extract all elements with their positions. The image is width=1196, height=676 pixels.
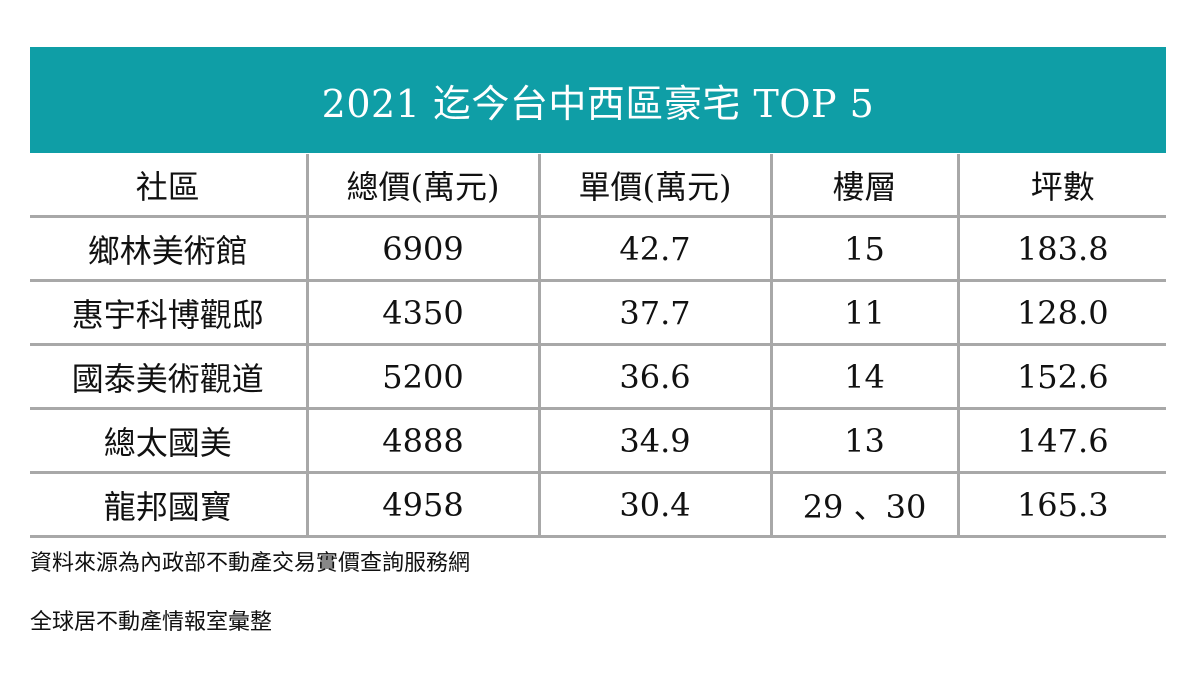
source-note: 資料來源為內政部不動產交易實價查詢服務網	[30, 551, 471, 576]
cell-unit-price: 37.7	[539, 280, 773, 346]
cell-total-price: 5200	[307, 344, 541, 410]
column-header-unit-price: 單價(萬元)	[539, 154, 773, 218]
cell-area: 165.3	[958, 472, 1166, 538]
table-row: 國泰美術觀道 5200 36.6 14 152.6	[30, 344, 1166, 410]
cell-community: 龍邦國寶	[30, 472, 309, 538]
cell-area: 147.6	[958, 408, 1166, 474]
table-row: 鄉林美術館 6909 42.7 15 183.8	[30, 216, 1166, 282]
cell-total-price: 4958	[307, 472, 541, 538]
cell-floor: 14	[771, 344, 960, 410]
column-header-community: 社區	[30, 154, 309, 218]
cell-area: 183.8	[958, 216, 1166, 282]
cell-total-price: 4888	[307, 408, 541, 474]
cell-unit-price: 30.4	[539, 472, 773, 538]
cell-floor: 15	[771, 216, 960, 282]
column-header-total-price: 總價(萬元)	[307, 154, 541, 218]
column-header-area: 坪數	[958, 154, 1166, 218]
table-header-row: 社區 總價(萬元) 單價(萬元) 樓層 坪數	[30, 154, 1166, 218]
ranking-table: 社區 總價(萬元) 單價(萬元) 樓層 坪數 鄉林美術館 6909 42.7 1…	[30, 154, 1166, 538]
cell-unit-price: 34.9	[539, 408, 773, 474]
cell-community: 總太國美	[30, 408, 309, 474]
table-title-bar: 2021 迄今台中西區豪宅 TOP 5	[30, 47, 1166, 153]
table-title: 2021 迄今台中西區豪宅 TOP 5	[321, 81, 875, 126]
cell-total-price: 4350	[307, 280, 541, 346]
cell-floor: 29 、30	[771, 472, 960, 538]
table-row: 龍邦國寶 4958 30.4 29 、30 165.3	[30, 472, 1166, 538]
table-row: 總太國美 4888 34.9 13 147.6	[30, 408, 1166, 474]
cell-community: 鄉林美術館	[30, 216, 309, 282]
compiled-by-note: 全球居不動產情報室彙整	[30, 610, 273, 635]
cell-floor: 13	[771, 408, 960, 474]
cell-unit-price: 36.6	[539, 344, 773, 410]
cell-floor: 11	[771, 280, 960, 346]
column-header-floor: 樓層	[771, 154, 960, 218]
cell-total-price: 6909	[307, 216, 541, 282]
cell-community: 惠宇科博觀邸	[30, 280, 309, 346]
cell-community: 國泰美術觀道	[30, 344, 309, 410]
cell-area: 128.0	[958, 280, 1166, 346]
cell-area: 152.6	[958, 344, 1166, 410]
table-row: 惠宇科博觀邸 4350 37.7 11 128.0	[30, 280, 1166, 346]
cell-unit-price: 42.7	[539, 216, 773, 282]
